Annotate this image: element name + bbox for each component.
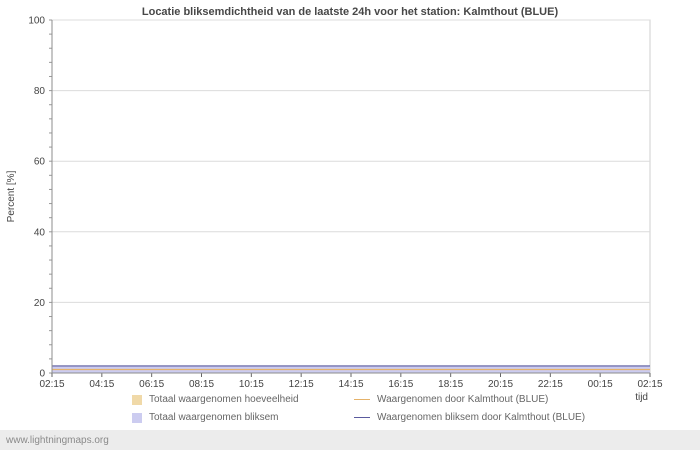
svg-text:100: 100 xyxy=(28,16,45,27)
svg-text:tijd: tijd xyxy=(635,392,648,402)
svg-text:60: 60 xyxy=(34,157,46,168)
legend-item: Waargenomen bliksem door Kalmthout (BLUE… xyxy=(354,412,654,423)
svg-text:80: 80 xyxy=(34,86,46,97)
svg-text:14:15: 14:15 xyxy=(338,379,363,390)
legend-label: Totaal waargenomen hoeveelheid xyxy=(149,394,299,405)
svg-text:Percent [%]: Percent [%] xyxy=(6,170,17,222)
legend-item: Totaal waargenomen hoeveelheid xyxy=(132,394,354,405)
svg-text:00:15: 00:15 xyxy=(588,379,613,390)
svg-text:20:15: 20:15 xyxy=(488,379,513,390)
svg-text:08:15: 08:15 xyxy=(189,379,214,390)
svg-text:0: 0 xyxy=(39,369,45,380)
legend-label: Waargenomen door Kalmthout (BLUE) xyxy=(377,394,549,405)
chart-title: Locatie bliksemdichtheid van de laatste … xyxy=(141,6,559,18)
legend-item: Totaal waargenomen bliksem xyxy=(132,412,354,423)
svg-text:10:15: 10:15 xyxy=(239,379,264,390)
svg-text:40: 40 xyxy=(34,227,46,238)
legend-label: Totaal waargenomen bliksem xyxy=(149,412,279,423)
svg-text:02:15: 02:15 xyxy=(39,379,64,390)
svg-text:16:15: 16:15 xyxy=(388,379,413,390)
legend-area-swatch-icon xyxy=(132,394,142,405)
svg-text:04:15: 04:15 xyxy=(89,379,114,390)
legend-line-swatch-icon xyxy=(354,399,370,400)
svg-text:12:15: 12:15 xyxy=(289,379,314,390)
watermark-link[interactable]: www.lightningmaps.org xyxy=(6,435,109,446)
svg-text:02:15: 02:15 xyxy=(637,379,662,390)
svg-text:18:15: 18:15 xyxy=(438,379,463,390)
legend-label: Waargenomen bliksem door Kalmthout (BLUE… xyxy=(377,412,586,423)
legend-line-swatch-icon xyxy=(354,417,370,418)
footer-bar xyxy=(0,430,700,450)
legend-item: Waargenomen door Kalmthout (BLUE) xyxy=(354,394,654,405)
chart-plot-area: 0 20 40 60 80 100 02:15 04:15 06:15 08:15 10:15 12:… xyxy=(6,16,663,403)
svg-text:06:15: 06:15 xyxy=(139,379,164,390)
chart-legend: Totaal waargenomen hoeveelheid Waargenome… xyxy=(132,394,654,423)
svg-text:22:15: 22:15 xyxy=(538,379,563,390)
legend-area-swatch-icon xyxy=(132,412,142,423)
svg-text:20: 20 xyxy=(34,298,46,309)
